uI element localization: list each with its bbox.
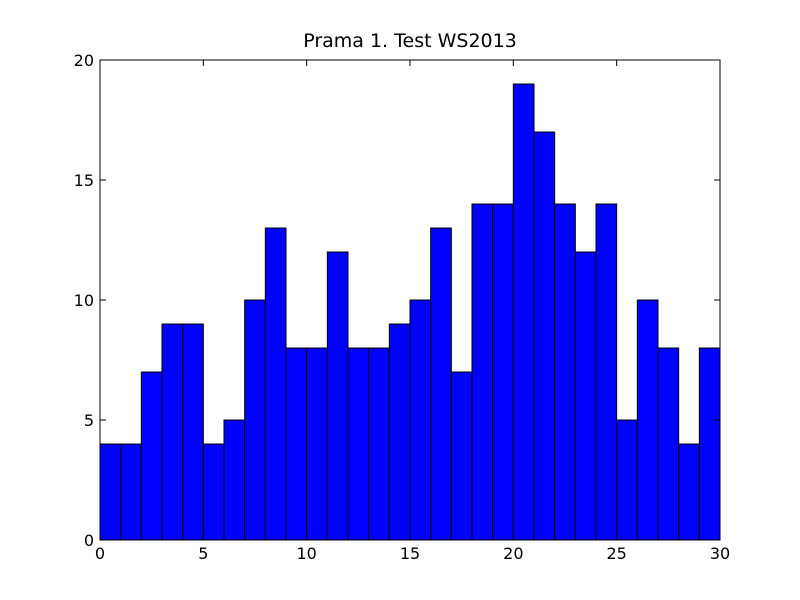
x-tick-label: 25 [606, 544, 626, 563]
x-tick-label: 5 [198, 544, 208, 563]
bar [326, 251, 349, 541]
y-tick-label: 10 [74, 291, 94, 310]
x-tick-label: 20 [503, 544, 523, 563]
bar [182, 323, 204, 541]
bar [140, 371, 163, 541]
bar [554, 203, 576, 541]
x-tick-label: 10 [296, 544, 316, 563]
bar [636, 299, 659, 541]
bar [512, 83, 535, 541]
bar [595, 203, 618, 541]
bar [430, 227, 452, 541]
bar [574, 251, 597, 541]
bar [492, 203, 514, 541]
bar [698, 347, 721, 541]
bar [202, 443, 225, 541]
x-tick-label: 15 [400, 544, 420, 563]
x-tick-label: 0 [95, 544, 105, 563]
bar [471, 203, 494, 541]
bar [264, 227, 287, 541]
x-tick-label: 30 [710, 544, 730, 563]
bar [120, 443, 142, 541]
bar [450, 371, 473, 541]
bar [533, 131, 556, 541]
bar [657, 347, 680, 541]
bar [388, 323, 411, 541]
bar [306, 347, 328, 541]
bar [368, 347, 390, 541]
bar [616, 419, 638, 541]
chart-title: Prama 1. Test WS2013 [303, 30, 517, 52]
bar [678, 443, 700, 541]
bar [161, 323, 184, 541]
y-tick-label: 0 [84, 531, 94, 550]
bar [223, 419, 246, 541]
y-tick-label: 15 [74, 171, 94, 190]
y-tick-label: 20 [74, 51, 94, 70]
bar [285, 347, 308, 541]
bar [244, 299, 266, 541]
y-tick-label: 5 [84, 411, 94, 430]
bar [409, 299, 432, 541]
bar [347, 347, 370, 541]
bar [99, 443, 122, 541]
